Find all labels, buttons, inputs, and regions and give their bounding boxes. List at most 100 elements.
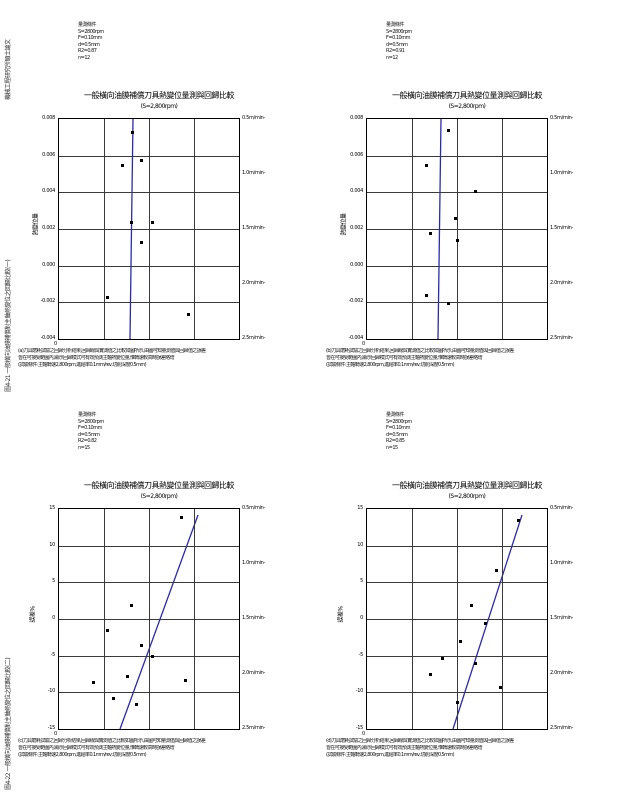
data-point: [120, 163, 124, 167]
data-point: [125, 674, 129, 678]
legend-line: n=12: [78, 54, 90, 61]
data-point: [134, 703, 138, 707]
x-tick-label: 0.5m/min-: [550, 505, 574, 511]
y-tick-label: -5: [358, 651, 364, 658]
chart-subtitle: (S=2,800rpm): [140, 103, 178, 110]
x-tick-label: 2.0m/min-: [550, 670, 574, 676]
x-tick-label: 2.0m/min-: [242, 280, 266, 286]
data-point: [424, 163, 428, 167]
data-point: [183, 679, 187, 683]
y-tick-label: 5: [360, 578, 363, 585]
x-tick-label: 2.5m/min-: [550, 335, 574, 341]
chart-title: 一般橫向油膜補償刀具熱變位量測與回歸比較: [84, 481, 235, 490]
figure-caption: (d)刀具磨耗試驗之回歸分析結果,回歸線與實測值之比較如圖所示,由圖可知量測值與…: [326, 738, 610, 780]
data-point: [151, 654, 155, 658]
chart-figure: 量測條件 S=2800rpm F=0.10mm d=0.5mm R2=0.87 n=12 …: [14, 20, 304, 392]
figure-number-row1: 圖4-21 一般橫向油膜補償對主軸熱變位之回歸比較(一): [5, 259, 12, 392]
x-tick-label: 2.5m/min-: [242, 335, 266, 341]
data-point: [498, 685, 502, 689]
data-point: [106, 628, 110, 632]
trendline-svg: [119, 514, 199, 730]
plot-area: [366, 508, 548, 730]
data-point: [428, 231, 432, 235]
x-tick-label: 2.0m/min-: [550, 280, 574, 286]
data-point: [446, 302, 450, 306]
x-tick-label: 1.5m/min-: [242, 615, 266, 621]
y-tick-label: 0.000: [350, 261, 363, 268]
data-point: [473, 661, 477, 665]
gridline-horizontal: [59, 582, 239, 584]
legend-block: 量測條件 S=2800rpm F=0.10mm d=0.5mm R2=0.87 n=12: [78, 22, 104, 61]
origin-label: 0: [362, 341, 366, 347]
caption-line: 皆在可接受範圍內,顯示回歸模式可有效預測主軸熱變位量,惟轉速較高時誤差略增: [326, 355, 483, 361]
x-tick-label: 2.5m/min-: [242, 725, 266, 731]
legend-line: n=12: [386, 54, 398, 61]
origin-label: 0: [54, 341, 58, 347]
data-point: [140, 159, 144, 163]
figure-caption: (a)刀具磨耗試驗之回歸分析結果,回歸線與實測值之比較如圖所示,由圖可知量測值與…: [18, 348, 302, 390]
gridline-horizontal: [367, 655, 547, 657]
data-point: [495, 569, 499, 573]
y-tick-label: 10: [49, 541, 55, 548]
y-tick-label: 10: [357, 541, 363, 548]
legend-line: 量測條件: [78, 412, 97, 418]
chart-subtitle: (S=2,800rpm): [448, 103, 486, 110]
gridline-horizontal: [59, 545, 239, 547]
gridline-horizontal: [367, 545, 547, 547]
x-tick-labels: 0.5m/min- 1.0m/min- 1.5m/min- 2.0m/min- 2.5m…: [322, 20, 612, 392]
data-point: [446, 128, 450, 132]
legend-line: S=2800rpm: [386, 28, 412, 35]
x-tick-labels: 0.5m/min- 1.0m/min- 1.5m/min- 2.0m/min- 2.5m…: [322, 410, 612, 782]
caption-line: (d)刀具磨耗試驗之回歸分析結果,回歸線與實測值之比較如圖所示,由圖可知量測值與…: [326, 738, 514, 744]
x-tick-label: 0.5m/min-: [550, 115, 574, 121]
plot-area: [58, 508, 240, 730]
data-point: [428, 672, 432, 676]
caption-line: 皆在可接受範圍內,顯示回歸模式可有效預測主軸熱變位量,惟轉速較高時誤差略增: [18, 745, 175, 751]
caption-line: (c)刀具磨耗試驗之回歸分析結果,回歸線與實測值之比較如圖所示,由圖可知量測值與…: [18, 738, 206, 744]
page-side-header: 機械工程研究所碩士論文: [5, 39, 12, 100]
gridline-horizontal: [59, 192, 239, 194]
figure-caption: (c)刀具磨耗試驗之回歸分析結果,回歸線與實測值之比較如圖所示,由圖可知量測值與…: [18, 738, 302, 780]
legend-line: F=0.10mm: [78, 425, 102, 431]
data-point: [459, 639, 463, 643]
caption-line: (試驗條件:主軸轉速2,800rpm,進給率0.1mm/rev,切削深度0.5m…: [18, 752, 147, 758]
data-point: [455, 701, 459, 705]
y-tick-label: -0.004: [40, 335, 56, 341]
legend-line: 量測條件: [78, 22, 97, 28]
x-tick-label: 2.5m/min-: [550, 725, 574, 731]
caption-line: (b)刀具磨耗試驗之回歸分析結果,回歸線與實測值之比較如圖所示,由圖可知量測值與…: [326, 348, 514, 354]
legend-line: 量測條件: [386, 412, 405, 418]
legend-line: S=2800rpm: [78, 28, 104, 35]
caption-line: (試驗條件:主軸轉速2,800rpm,進給率0.1mm/rev,切削深度0.5m…: [326, 362, 455, 368]
y-tick-label: 0.004: [350, 188, 363, 195]
x-tick-labels: 0.5m/min- 1.0m/min- 1.5m/min- 2.0m/min- 2.5m…: [14, 410, 304, 782]
caption-line: (a)刀具磨耗試驗之回歸分析結果,回歸線與實測值之比較如圖所示,由圖可知量測值與…: [18, 348, 206, 354]
legend-line: R2=0.82: [78, 438, 97, 444]
data-point: [129, 220, 133, 224]
data-point: [140, 240, 144, 244]
gridline-horizontal: [59, 302, 239, 304]
data-point: [179, 516, 183, 520]
x-tick-label: 2.0m/min-: [242, 670, 266, 676]
y-tick-label: 0: [360, 615, 363, 621]
x-tick-label: 1.5m/min-: [550, 615, 574, 621]
figure-caption: (b)刀具磨耗試驗之回歸分析結果,回歸線與實測值之比較如圖所示,由圖可知量測值與…: [326, 348, 610, 390]
gridline-horizontal: [367, 582, 547, 584]
gridline-horizontal: [59, 655, 239, 657]
data-point: [441, 657, 445, 661]
legend-line: d=0.5mm: [386, 41, 408, 48]
trendline-svg: [452, 514, 523, 730]
y-tick-labels: 15 10 5 0 -5 -10 -15: [322, 410, 612, 782]
legend-block: 量測條件 S=2800rpm F=0.10mm d=0.5mm R2=0.82 n=15: [78, 412, 104, 451]
y-tick-label: 0.006: [350, 151, 363, 158]
gridline-horizontal: [59, 619, 239, 620]
legend-line: S=2800rpm: [78, 418, 104, 425]
gridline-horizontal: [59, 155, 239, 157]
gridline-horizontal: [367, 619, 547, 620]
y-tick-labels: 15 10 5 0 -5 -10 -15: [14, 410, 304, 782]
legend-line: n=15: [78, 444, 90, 451]
chart-subtitle: (S=2,800rpm): [140, 493, 178, 500]
legend-line: F=0.10mm: [386, 425, 410, 431]
data-point: [131, 130, 135, 134]
x-tick-label: 1.5m/min-: [550, 225, 574, 231]
